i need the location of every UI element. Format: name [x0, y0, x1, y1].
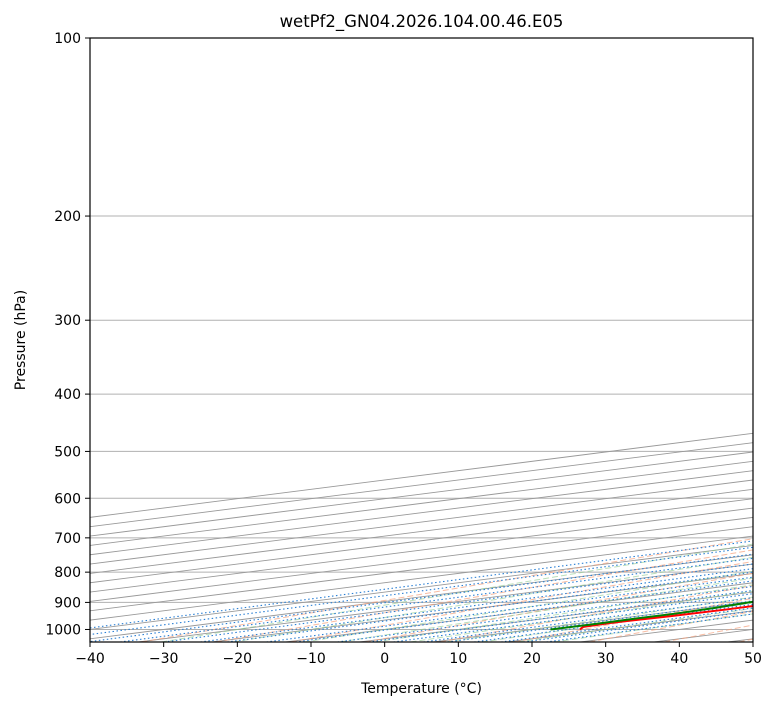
y-axis-label: Pressure (hPa) — [13, 290, 29, 390]
x-tick-label: 10 — [449, 651, 467, 667]
dry-adiabat — [141, 38, 775, 642]
y-tick-label: 1000 — [45, 622, 81, 638]
mixing-ratio-line — [423, 451, 775, 642]
dry-adiabat — [589, 38, 775, 642]
x-tick-label: −20 — [223, 651, 253, 667]
dry-adiabat — [515, 38, 775, 642]
x-tick-label: −40 — [75, 651, 105, 667]
x-tick-label: 0 — [380, 651, 389, 667]
moist-adiabat — [233, 142, 775, 642]
dry-adiabat — [216, 38, 775, 642]
moist-adiabat — [446, 142, 775, 642]
y-tick-label: 800 — [54, 565, 81, 581]
y-tick-label: 700 — [54, 531, 81, 547]
mixing-ratio-line — [524, 451, 775, 642]
x-tick-label: −30 — [149, 651, 179, 667]
x-tick-label: 40 — [670, 651, 688, 667]
x-tick-label: 50 — [744, 651, 762, 667]
y-tick-label: 100 — [54, 31, 81, 47]
y-tick-label: 500 — [54, 444, 81, 460]
x-tick-label: 30 — [597, 651, 615, 667]
y-tick-label: 200 — [54, 209, 81, 225]
x-tick-label: 20 — [523, 651, 541, 667]
mixing-ratio-line — [369, 451, 775, 642]
isotherm-line — [728, 38, 775, 642]
dry-adiabat — [365, 38, 775, 642]
isotherm-line — [507, 38, 775, 642]
moist-adiabat — [161, 142, 775, 642]
y-tick-label: 900 — [54, 595, 81, 611]
isotherm-line — [212, 38, 775, 642]
y-tick-label: 300 — [54, 313, 81, 329]
x-axis-label: Temperature (°C) — [360, 681, 482, 697]
isotherm-line — [65, 38, 775, 642]
moist-adiabat — [304, 142, 775, 642]
mixing-ratio-line — [447, 451, 775, 642]
isotherm-line — [360, 38, 775, 642]
y-tick-label: 400 — [54, 387, 81, 403]
moist-adiabat — [340, 142, 775, 642]
moist-adiabat — [554, 142, 775, 642]
y-tick-label: 600 — [54, 491, 81, 507]
x-tick-label: −10 — [296, 651, 326, 667]
isotherm-line — [286, 38, 775, 642]
moist-adiabat — [518, 142, 775, 642]
isotherm-line — [0, 38, 775, 642]
chart-title: wetPf2_GN04.2026.104.00.46.E05 — [280, 12, 564, 32]
temperature-profile-line — [580, 38, 775, 629]
isotherm-line — [654, 38, 775, 642]
